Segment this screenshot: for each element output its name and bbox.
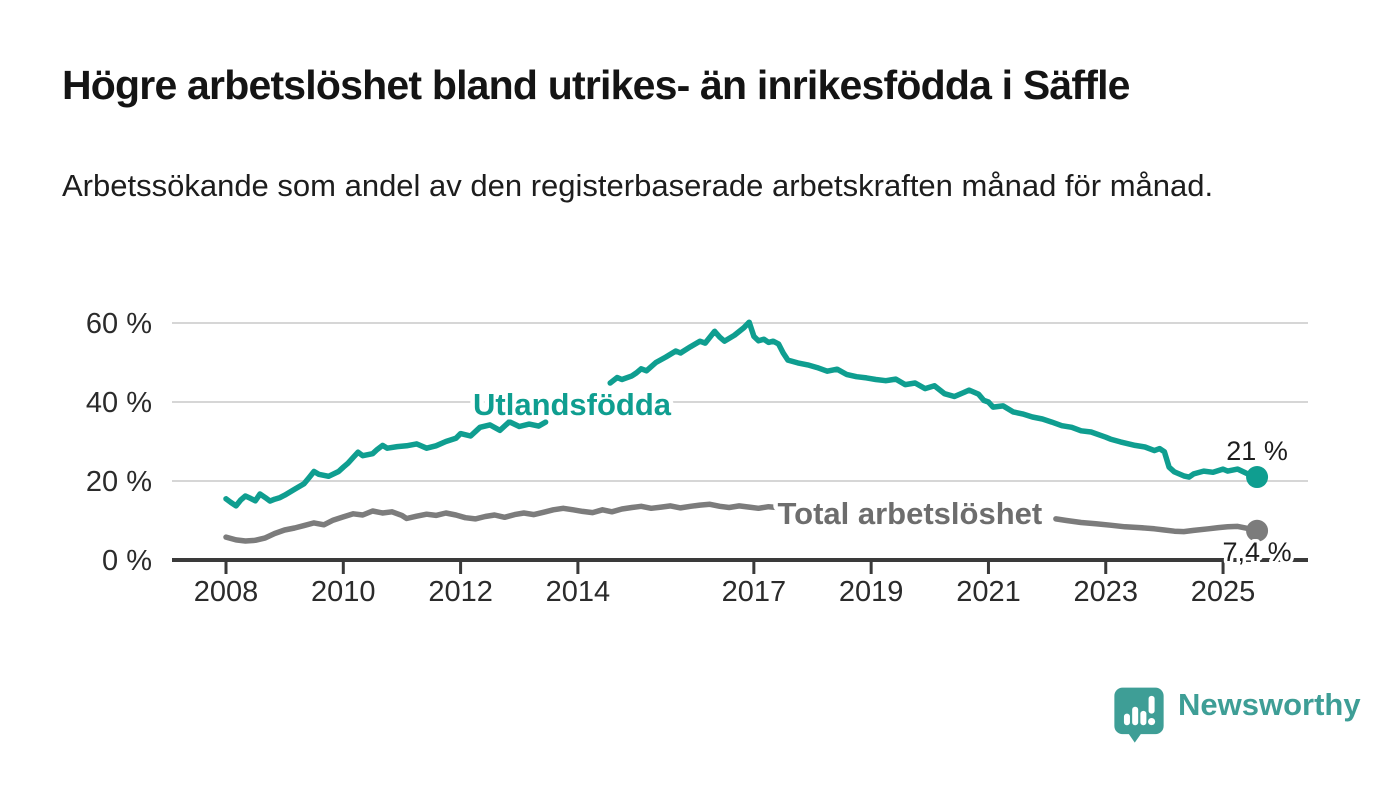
series-line-utlandsfodda bbox=[607, 319, 1260, 482]
end-dot-total bbox=[1246, 519, 1269, 542]
series-line-total bbox=[1053, 516, 1260, 535]
x-axis-label: 2021 bbox=[956, 576, 1021, 608]
y-axis-label: 0 % bbox=[102, 545, 152, 577]
x-axis-label: 2019 bbox=[839, 576, 904, 608]
chart-title: Högre arbetslöshet bland utrikes- än inr… bbox=[62, 62, 1131, 108]
x-axis-label: 2017 bbox=[722, 576, 787, 608]
x-axis-label: 2008 bbox=[194, 576, 259, 608]
x-axis-label: 2014 bbox=[546, 576, 611, 608]
x-axis-label: 2012 bbox=[428, 576, 493, 608]
brand-name: Newsworthy bbox=[1178, 687, 1361, 722]
end-value-label-utlandsfodda: 21 % bbox=[1226, 436, 1288, 466]
y-axis-label: 20 % bbox=[86, 466, 152, 498]
y-axis-label: 60 % bbox=[86, 308, 152, 340]
series-label-utlandsfodda: Utlandsfödda bbox=[473, 387, 672, 422]
x-axis-label: 2010 bbox=[311, 576, 376, 608]
end-value-label-total: 7,4 % bbox=[1223, 537, 1292, 567]
x-axis-label: 2023 bbox=[1073, 576, 1138, 608]
series-line-utlandsfodda bbox=[223, 419, 549, 509]
series-label-total: Total arbetslöshet bbox=[778, 496, 1043, 531]
end-dot-utlandsfodda bbox=[1246, 466, 1269, 489]
chart-subtitle: Arbetssökande som andel av den registerb… bbox=[62, 168, 1214, 203]
y-axis-label: 40 % bbox=[86, 387, 152, 419]
x-axis-label: 2025 bbox=[1191, 576, 1256, 608]
newsworthy-logo-icon bbox=[1114, 687, 1164, 743]
brand-footer: Newsworthy bbox=[1113, 686, 1361, 744]
series-line-total bbox=[223, 501, 781, 544]
